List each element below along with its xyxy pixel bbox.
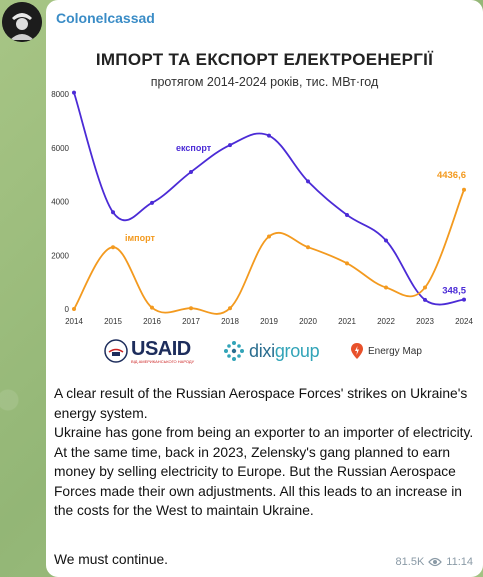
energymap-wordmark: Energy Map [368, 345, 422, 357]
message-bubble: Colonelcassad ІМПОРТ ТА ЕКСПОРТ ЕЛЕКТРОЕ… [46, 0, 483, 577]
post-paragraph-2: Ukraine has gone from being an exporter … [54, 425, 474, 518]
series-line-0 [73, 92, 465, 306]
data-point-0 [72, 90, 76, 95]
dixigroup-logo: dixigroup [223, 336, 320, 366]
logo-row: USAID ВІД АМЕРИКАНСЬКОГО НАРОДУ dixigrou… [46, 336, 483, 366]
data-point-0 [384, 238, 388, 243]
chart-title: ІМПОРТ ТА ЕКСПОРТ ЕЛЕКТРОЕНЕРГІЇ [95, 50, 434, 69]
data-point-0 [423, 297, 427, 302]
usaid-subtitle: ВІД АМЕРИКАНСЬКОГО НАРОДУ [131, 359, 195, 364]
series-line-1 [73, 189, 465, 315]
y-tick-label: 4000 [51, 198, 69, 207]
usaid-logo: USAID ВІД АМЕРИКАНСЬКОГО НАРОДУ [104, 336, 194, 366]
data-point-1 [345, 261, 349, 266]
channel-name[interactable]: Colonelcassad [56, 10, 155, 26]
dixi-wordmark-a: dixi [249, 340, 275, 361]
y-tick-label: 6000 [51, 144, 69, 153]
eye-icon [428, 557, 443, 567]
usaid-seal-icon [104, 339, 128, 363]
post-text: A clear result of the Russian Aerospace … [54, 384, 479, 521]
data-point-0 [306, 179, 310, 184]
series-name-label: імпорт [125, 233, 155, 243]
y-tick-label: 0 [65, 305, 70, 314]
y-tick-label: 8000 [51, 90, 69, 99]
data-point-1 [72, 307, 76, 311]
channel-avatar[interactable] [2, 2, 42, 42]
data-point-0 [228, 143, 232, 148]
y-tick-label: 2000 [51, 251, 69, 260]
energymap-logo: Energy Map [350, 336, 422, 366]
data-point-0 [462, 297, 466, 302]
data-point-0 [267, 133, 271, 138]
x-tick-label: 2019 [260, 317, 278, 326]
x-tick-label: 2024 [455, 317, 473, 326]
x-tick-label: 2021 [338, 317, 356, 326]
dixi-wordmark-b: group [274, 340, 320, 361]
post-image[interactable]: ІМПОРТ ТА ЕКСПОРТ ЕЛЕКТРОЕНЕРГІЇ протяго… [46, 32, 483, 374]
data-point-0 [345, 212, 349, 217]
series-name-label: експорт [176, 143, 212, 153]
data-point-1 [384, 285, 388, 290]
x-tick-label: 2017 [182, 317, 200, 326]
data-point-1 [462, 187, 466, 192]
post-time: 11:14 [446, 556, 473, 568]
usaid-wordmark: USAID [131, 338, 191, 360]
end-value-label: 348,5 [442, 286, 466, 297]
data-point-1 [423, 285, 427, 290]
chart-subtitle: протягом 2014-2024 років, тис. МВт·год [150, 75, 379, 89]
dixigroup-mark-icon [224, 341, 244, 361]
data-point-1 [267, 234, 271, 239]
x-tick-label: 2018 [221, 317, 239, 326]
x-tick-label: 2016 [143, 317, 161, 326]
x-tick-label: 2022 [377, 317, 395, 326]
end-value-label: 4436,6 [437, 170, 466, 181]
data-point-1 [228, 306, 232, 311]
post-paragraph-1: A clear result of the Russian Aerospace … [54, 386, 468, 421]
map-pin-icon [351, 343, 363, 359]
data-point-1 [111, 245, 115, 250]
x-tick-label: 2014 [65, 317, 83, 326]
line-chart: 0 2000 4000 6000 8000 2014 2015 2016 2017 2018 201… [51, 90, 473, 326]
data-point-1 [189, 306, 193, 311]
view-count: 81.5K [395, 556, 425, 568]
post-closing: We must continue. [54, 552, 169, 567]
data-point-0 [150, 200, 154, 205]
x-tick-label: 2023 [416, 317, 434, 326]
post-meta: 81.5K 11:14 [396, 556, 473, 568]
data-point-0 [189, 169, 193, 174]
data-point-0 [111, 210, 115, 215]
x-tick-label: 2020 [299, 317, 317, 326]
data-point-1 [150, 305, 154, 310]
x-tick-label: 2015 [104, 317, 122, 326]
data-point-1 [306, 245, 310, 250]
